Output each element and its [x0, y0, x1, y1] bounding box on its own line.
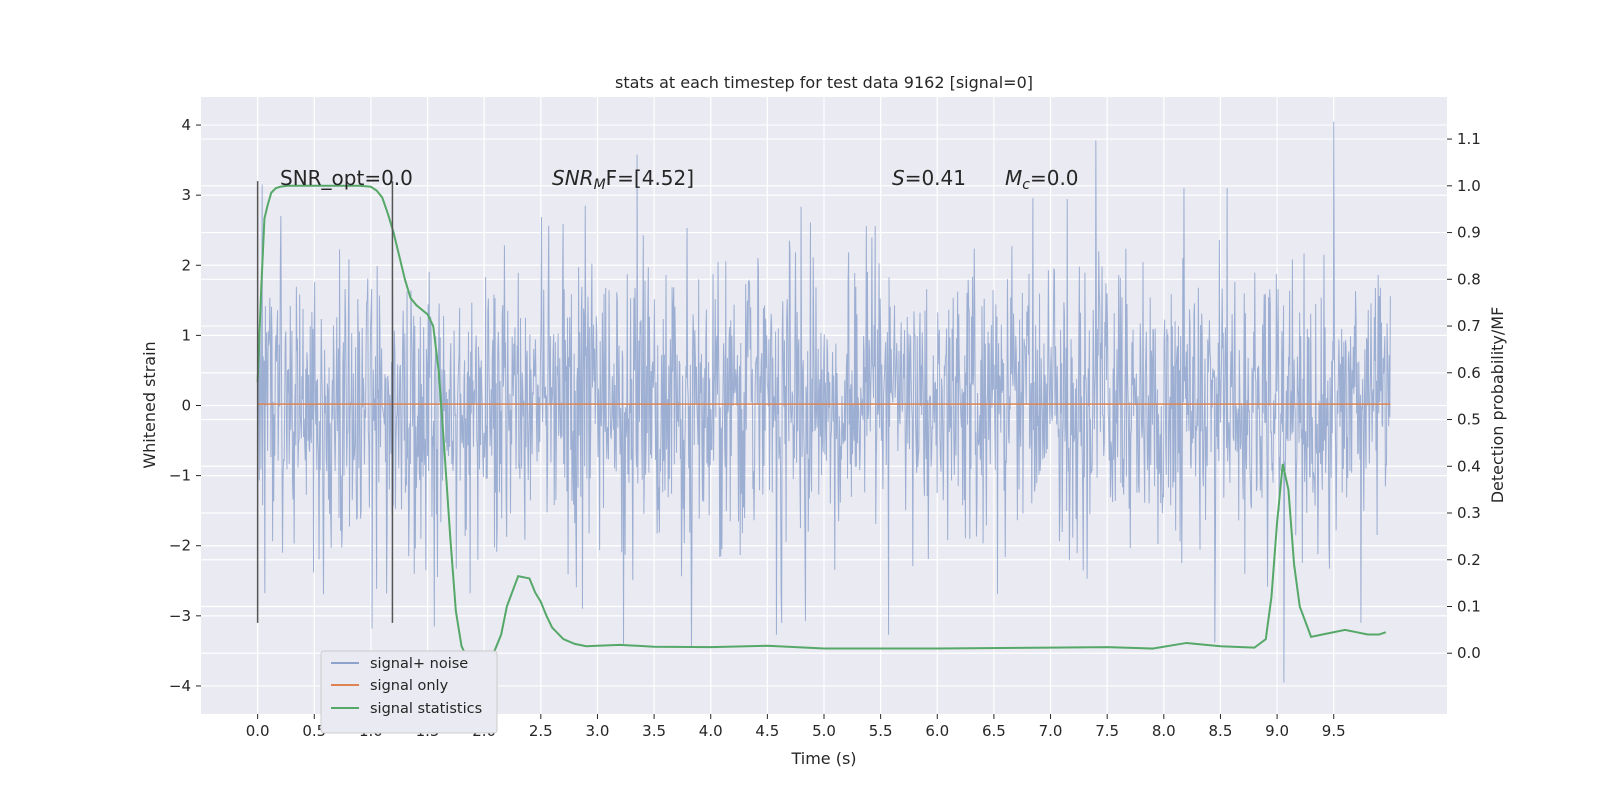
legend: signal+ noise signal only signal statist… — [320, 650, 498, 734]
y-left-tick-label-6: −2 — [169, 537, 191, 555]
annotation-snr-mf: SNRMF=[4.52] — [552, 166, 694, 193]
y-right-tick-label-3: 0.8 — [1457, 270, 1481, 288]
x-tick-label-10: 5.0 — [812, 722, 836, 740]
marker-lines — [256, 181, 394, 623]
annotation-snr-mf-value: F=[4.52] — [606, 166, 694, 190]
x-tick-label-5: 2.5 — [529, 722, 553, 740]
x-tick-label-1: 0.5 — [302, 722, 326, 740]
annotation-s-symbol: S — [892, 166, 905, 190]
x-tick-label-14: 7.0 — [1039, 722, 1063, 740]
y-right-tick-label-0: 1.1 — [1457, 130, 1481, 148]
noise-series — [257, 121, 1391, 683]
x-tick-label-19: 9.5 — [1322, 722, 1346, 740]
y-left-tick-label-1: 3 — [181, 186, 191, 204]
y-right-tick-label-8: 0.3 — [1457, 504, 1481, 522]
annotation-snr-mf-symbol: SNR — [552, 166, 594, 190]
y-right-tick-label-1: 1.0 — [1457, 177, 1481, 195]
y-right-tick-label-11: 0.0 — [1457, 644, 1481, 662]
annotation-s-value: =0.41 — [905, 166, 966, 190]
chart-title: stats at each timestep for test data 916… — [615, 73, 1033, 92]
annotation-mc: Mc=0.0 — [1005, 166, 1079, 193]
annotation-mc-subscript: c — [1022, 177, 1030, 193]
y-left-tick-label-8: −4 — [169, 677, 191, 695]
x-tick-label-8: 4.0 — [699, 722, 723, 740]
legend-label-noise: signal+ noise — [370, 656, 468, 672]
x-tick-label-9: 4.5 — [755, 722, 779, 740]
x-tick-label-17: 8.5 — [1209, 722, 1233, 740]
y-right-tick-label-2: 0.9 — [1457, 224, 1481, 242]
noise-line — [257, 121, 1391, 683]
y-right-tick-label-6: 0.5 — [1457, 411, 1481, 429]
y-right-tick-label-4: 0.7 — [1457, 317, 1481, 335]
legend-label-signal-only: signal only — [370, 678, 449, 694]
legend-label-statistics: signal statistics — [370, 701, 482, 717]
annotation-snr-opt: SNR_opt=0.0 — [280, 166, 413, 190]
y-left-tick-label-4: 0 — [181, 397, 191, 415]
annotation-snr-mf-subscript: M — [594, 177, 606, 193]
x-tick-label-16: 8.0 — [1152, 722, 1176, 740]
x-tick-label-11: 5.5 — [869, 722, 893, 740]
y-left-tick-label-7: −3 — [169, 607, 191, 625]
y-left-tick-label-2: 2 — [181, 256, 191, 274]
annotation-mc-value: =0.0 — [1030, 166, 1079, 190]
y-right-tick-label-9: 0.2 — [1457, 551, 1481, 569]
right-y-axis-title: Detection probability/MF — [1488, 307, 1507, 504]
right-y-axis-ticks: 1.1 1.0 0.9 0.8 0.7 0.6 0.5 0.4 0.3 0.2 0.1 0.0 — [1447, 130, 1481, 662]
statistics-series — [256, 184, 1387, 669]
x-tick-label-12: 6.0 — [925, 722, 949, 740]
annotation-s: S=0.41 — [892, 166, 966, 190]
y-left-tick-label-5: −1 — [169, 467, 191, 485]
left-y-axis-title: Whitened strain — [140, 341, 159, 468]
y-right-tick-label-10: 0.1 — [1457, 597, 1481, 615]
x-tick-label-13: 6.5 — [982, 722, 1006, 740]
x-tick-label-7: 3.5 — [642, 722, 666, 740]
legend-box — [320, 650, 498, 734]
left-y-axis-ticks: 4 3 2 1 0 −1 −2 −3 −4 — [169, 116, 201, 695]
y-left-tick-label-3: 1 — [181, 326, 191, 344]
y-right-tick-label-7: 0.4 — [1457, 457, 1481, 475]
x-tick-label-15: 7.5 — [1095, 722, 1119, 740]
x-tick-label-18: 9.0 — [1265, 722, 1289, 740]
x-tick-label-6: 3.0 — [586, 722, 610, 740]
y-right-tick-label-5: 0.6 — [1457, 364, 1481, 382]
annotation-mc-symbol: M — [1005, 166, 1022, 190]
x-axis-title: Time (s) — [790, 749, 856, 768]
x-tick-label-0: 0.0 — [246, 722, 270, 740]
statistics-line — [256, 184, 1387, 669]
y-left-tick-label-0: 4 — [181, 116, 191, 134]
